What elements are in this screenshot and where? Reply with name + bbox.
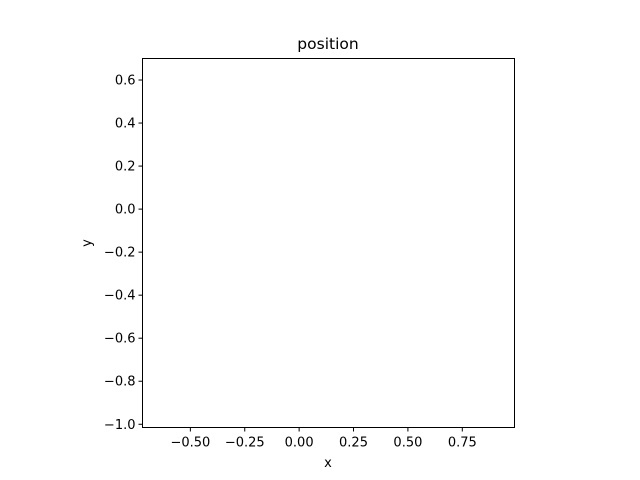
y-axis-label: y [80, 239, 95, 247]
y-tick-label: −1.0 [104, 418, 136, 433]
x-tick-label: 0.75 [448, 436, 477, 451]
y-tick-label: −0.8 [104, 375, 136, 390]
y-tick-label: −0.2 [104, 246, 136, 261]
plot-area [142, 58, 515, 428]
x-tick-label: 0.50 [393, 436, 422, 451]
y-tick-label: 0.4 [115, 117, 136, 132]
chart-title: position [297, 35, 358, 53]
y-tick-label: 0.6 [115, 74, 136, 89]
y-tick-label: 0.0 [115, 203, 136, 218]
x-tick-label: 0.25 [339, 436, 368, 451]
x-tick-label: −0.50 [170, 436, 210, 451]
y-tick-label: −0.6 [104, 332, 136, 347]
y-tick-label: −0.4 [104, 289, 136, 304]
x-tick-label: −0.25 [225, 436, 265, 451]
y-axis-ticks: 0.6 0.4 0.2 0.0 −0.2 −0.4 −0.6 −0.8 −1.0 [104, 74, 143, 433]
x-tick-label: 0.00 [285, 436, 314, 451]
x-axis-ticks: −0.50 −0.25 0.00 0.25 0.50 0.75 [170, 427, 477, 451]
x-axis-label: x [324, 456, 332, 471]
y-tick-label: 0.2 [115, 160, 136, 175]
